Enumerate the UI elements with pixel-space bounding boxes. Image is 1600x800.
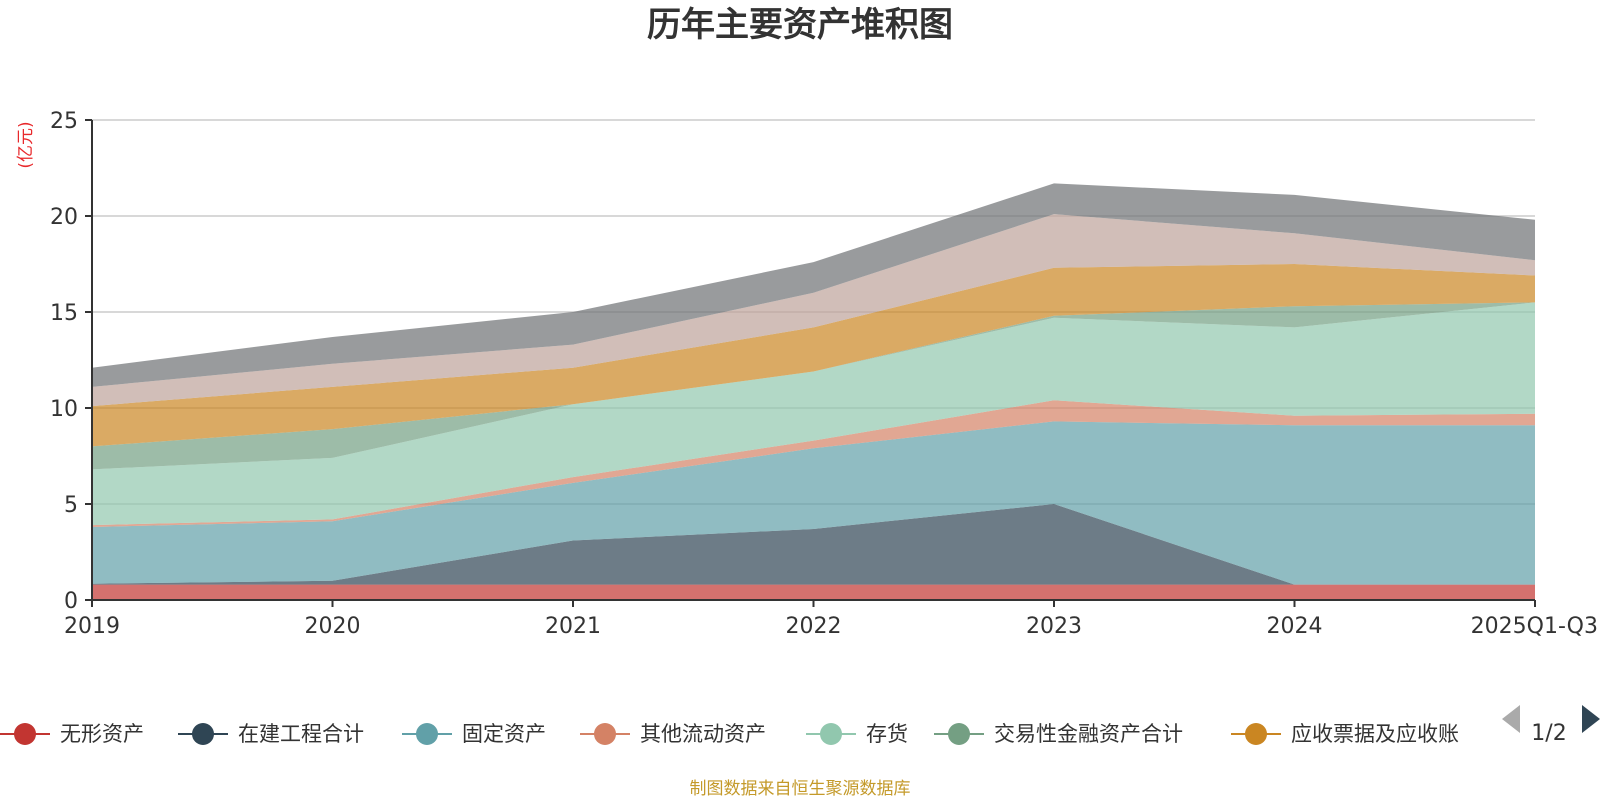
x-tick-label: 2022 [786,614,842,639]
legend-marker-icon [192,723,214,745]
y-tick-label: 0 [64,589,78,614]
x-tick-label: 2025Q1-Q3 [1471,614,1598,639]
x-tick-label: 2019 [64,614,120,639]
series-area-交易性金融资产合计 [92,302,1535,470]
legend-item[interactable]: 存货 [806,722,908,746]
legend-label: 存货 [866,722,908,746]
legend-marker-icon [948,723,970,745]
x-tick-label: 2021 [545,614,601,639]
legend-label: 在建工程合计 [238,722,364,746]
x-tick-label: 2023 [1026,614,1082,639]
y-tick-label: 5 [64,493,78,518]
legend-label: 无形资产 [60,722,144,746]
legend-pager: 1/2 [1502,705,1600,746]
legend-marker-icon [1245,723,1267,745]
legend-page-indicator: 1/2 [1531,721,1566,746]
x-tick-label: 2024 [1267,614,1323,639]
data-source-note: 制图数据来自恒生聚源数据库 [690,779,911,799]
y-tick-label: 20 [50,205,78,230]
legend-label: 应收票据及应收账 [1291,722,1459,746]
y-tick-label: 15 [50,301,78,326]
x-tick-label: 2020 [305,614,361,639]
axes [85,119,1536,607]
series-areas [92,183,1535,600]
y-tick-labels: 0 5 10 15 20 25 [50,109,78,614]
legend-label: 固定资产 [462,722,546,746]
series-area-无形资产 [92,584,1535,600]
series-area-在建工程合计 [92,504,1535,585]
legend-item[interactable]: 在建工程合计 [178,722,364,746]
legend-item[interactable]: 应收票据及应收账 [1231,722,1459,746]
series-area-unlabeled-7 [92,214,1535,407]
chart-title: 历年主要资产堆积图 [647,5,953,45]
y-tick-label: 10 [50,397,78,422]
legend-marker-icon [820,723,842,745]
legend-marker-icon [416,723,438,745]
y-axis-unit-label: (亿元) [16,121,36,168]
legend-marker-icon [594,723,616,745]
legend-item[interactable]: 其他流动资产 [580,722,766,746]
y-tick-label: 25 [50,109,78,134]
legend-marker-icon [14,723,36,745]
series-area-unlabeled-8 [92,183,1535,387]
legend-label: 其他流动资产 [640,722,766,746]
x-tick-labels: 2019 2020 2021 2022 2023 2024 2025Q1-Q3 [64,614,1598,639]
legend: 无形资产 在建工程合计 固定资产 其他流动资产 存货 交易性金融资产合计 应收票据及应收账 [0,722,1459,746]
series-area-固定资产 [92,421,1535,585]
series-area-存货 [92,302,1535,526]
legend-label: 交易性金融资产合计 [994,722,1183,746]
legend-item[interactable]: 交易性金融资产合计 [934,722,1183,746]
series-area-应收票据及应收账 [92,264,1535,447]
legend-prev-page-icon[interactable] [1502,705,1520,733]
legend-next-page-icon[interactable] [1582,705,1600,733]
legend-item[interactable]: 无形资产 [0,722,144,746]
legend-item[interactable]: 固定资产 [402,722,546,746]
